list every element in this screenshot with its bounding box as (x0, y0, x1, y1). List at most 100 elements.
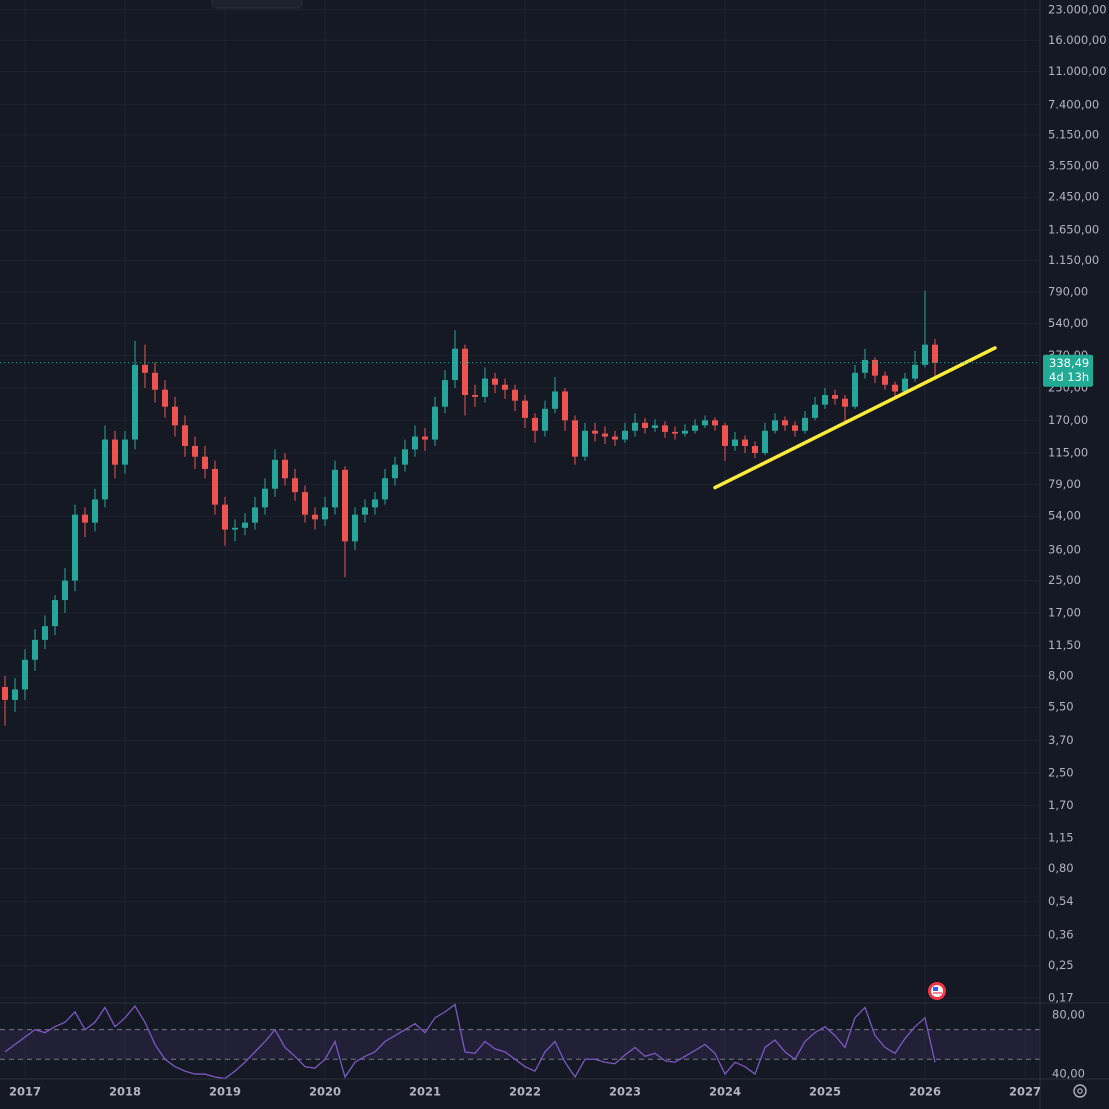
candle-body (562, 391, 568, 421)
y-tick-label: 8,00 (1048, 668, 1074, 682)
candle-body (182, 425, 188, 447)
candle-body (662, 425, 668, 432)
candle-body (232, 527, 238, 530)
candle-body (42, 626, 48, 640)
candle-body (872, 359, 878, 376)
candle-body (852, 372, 858, 407)
y-tick-label: 79,00 (1048, 477, 1081, 491)
rsi-line (4, 1003, 936, 1080)
candle-body (202, 456, 208, 469)
axes: 23.000,00 16.000,00 11.000,00 7.400,00 5.150… (9, 2, 1107, 1098)
trendline (713, 346, 997, 490)
candle-body (762, 430, 768, 453)
last-price-badge (1043, 354, 1093, 387)
x-tick-label: 2025 (809, 1085, 841, 1099)
candle-body (892, 384, 898, 392)
y-tick-label: 115,00 (1048, 445, 1088, 459)
candle-body (932, 344, 938, 363)
candle-body (282, 459, 288, 479)
rsi-band (0, 1029, 1040, 1060)
candle-body (822, 395, 828, 405)
y-tick-label: 1.650,00 (1048, 223, 1099, 237)
y-tick-label: 540,00 (1048, 316, 1088, 330)
candle-body (582, 430, 588, 457)
candle-body (712, 420, 718, 426)
rsi-band-fill (0, 1029, 1040, 1060)
candle-body (832, 395, 838, 399)
y-tick-label: 790,00 (1048, 284, 1088, 298)
x-tick-label: 2018 (109, 1085, 141, 1099)
y-tick-label: 0,25 (1048, 958, 1074, 972)
x-tick-label: 2023 (609, 1085, 641, 1099)
candles (1, 290, 938, 726)
gear-ring (1073, 1084, 1087, 1098)
candle-body (792, 425, 798, 431)
x-tick-label: 2019 (209, 1085, 241, 1099)
settings-button[interactable] (1073, 1084, 1087, 1098)
candle-body (842, 398, 848, 407)
candle-body (102, 439, 108, 500)
candle-body (552, 391, 558, 409)
x-tick-label: 2024 (709, 1085, 741, 1099)
candle-body (242, 522, 248, 528)
y-tick-label: 3,70 (1048, 733, 1074, 747)
y-tick-label: 2.450,00 (1048, 190, 1099, 204)
candle-body (502, 384, 508, 390)
grid (0, 0, 1040, 1080)
countdown-label: 4d 13h (1049, 370, 1089, 384)
y-tick-label: 2,50 (1048, 766, 1074, 780)
event-flag[interactable] (928, 982, 946, 1000)
y-tick-label: 0,54 (1048, 894, 1074, 908)
candle-body (62, 580, 68, 601)
y-tick-label: 17,00 (1048, 605, 1081, 619)
y-tick-label: 16.000,00 (1048, 33, 1107, 47)
rsi-tick-label: 80,00 (1052, 1007, 1085, 1021)
candle-body (302, 492, 308, 515)
candle-body (152, 372, 158, 390)
candle-body (332, 469, 338, 508)
candle-body (372, 499, 378, 508)
candle-body (462, 348, 468, 396)
candle-body (192, 446, 198, 457)
y-tick-label: 5,50 (1048, 700, 1074, 714)
candle-body (32, 639, 38, 660)
candle-body (1, 687, 8, 700)
candle-body (52, 600, 58, 627)
y-tick-label: 1.150,00 (1048, 253, 1099, 267)
y-tick-label: 54,00 (1048, 509, 1081, 523)
y-tick-label: 3.550,00 (1048, 159, 1099, 173)
y-tick-label: 23.000,00 (1048, 2, 1107, 16)
candle-body (212, 468, 218, 505)
candle-body (342, 469, 348, 542)
candle-body (532, 417, 538, 431)
candle-body (22, 659, 28, 690)
candle-body (362, 507, 368, 515)
x-tick-label: 2020 (309, 1085, 341, 1099)
candle-body (392, 464, 398, 479)
candle-body (702, 420, 708, 426)
candle-body (512, 389, 518, 401)
candle-body (772, 420, 778, 431)
candle-body (352, 514, 358, 542)
candle-body (492, 378, 498, 385)
candle-body (112, 439, 118, 465)
y-tick-label: 0,80 (1048, 861, 1074, 875)
candle-body (172, 406, 178, 426)
candle-body (222, 504, 228, 530)
candle-body (382, 478, 388, 500)
candle-body (472, 395, 478, 397)
toolbar-button[interactable] (211, 0, 303, 9)
gear-hub (1077, 1088, 1083, 1094)
candle-body (862, 359, 868, 373)
y-tick-label: 0,36 (1048, 928, 1074, 942)
candle-body (272, 459, 278, 489)
candle-body (312, 514, 318, 520)
y-tick-label: 36,00 (1048, 543, 1081, 557)
y-tick-label: 7.400,00 (1048, 97, 1099, 111)
candle-body (262, 488, 268, 508)
candle-body (802, 417, 808, 431)
candle-body (632, 422, 638, 431)
candle-body (642, 422, 648, 429)
candle-body (12, 689, 18, 700)
